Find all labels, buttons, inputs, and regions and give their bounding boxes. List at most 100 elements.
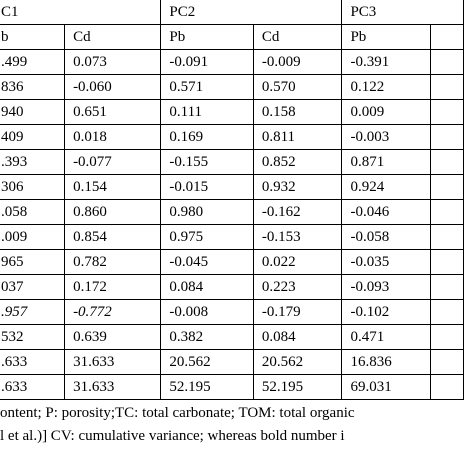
cell: -0.058 <box>341 224 432 250</box>
cell <box>430 24 464 50</box>
cell: 0.111 <box>160 99 254 125</box>
table-body: C1 PC2 PC3 b Cd Pb Cd Pb .499 0.073 -0.091 -0.009 -0… <box>0 0 464 400</box>
cell <box>430 199 464 225</box>
cell <box>430 49 464 75</box>
cell <box>430 274 464 300</box>
cell <box>430 124 464 150</box>
cell: 0.854 <box>64 224 162 250</box>
cell <box>430 149 464 175</box>
cell: -0.093 <box>341 274 432 300</box>
cell: 0.932 <box>252 174 343 200</box>
header-group: PC3 <box>341 0 464 25</box>
subheader: Pb <box>160 24 254 50</box>
cell: 31.633 <box>64 349 162 375</box>
table-row: 306 0.154 -0.015 0.932 0.924 <box>0 174 464 200</box>
cell <box>430 349 464 375</box>
cell: -0.102 <box>341 299 432 325</box>
data-table: C1 PC2 PC3 b Cd Pb Cd Pb .499 0.073 -0.091 -0.009 -0… <box>0 0 464 400</box>
table-row: .393 -0.077 -0.155 0.852 0.871 <box>0 149 464 175</box>
cell: -0.077 <box>64 149 162 175</box>
cell: 0.122 <box>341 74 432 100</box>
cell: .499 <box>0 49 66 75</box>
cell <box>430 74 464 100</box>
cell <box>430 324 464 350</box>
cell: -0.391 <box>341 49 432 75</box>
cell: 0.980 <box>160 199 254 225</box>
cell: 0.382 <box>160 324 254 350</box>
cell: 0.154 <box>64 174 162 200</box>
cell <box>430 374 464 400</box>
cell: 20.562 <box>160 349 254 375</box>
cell <box>430 249 464 275</box>
table-row: 836 -0.060 0.571 0.570 0.122 <box>0 74 464 100</box>
subheader: Cd <box>252 24 343 50</box>
cell: -0.003 <box>341 124 432 150</box>
cell: -0.772 <box>64 299 162 325</box>
cell: 16.836 <box>341 349 432 375</box>
cell: -0.015 <box>160 174 254 200</box>
table-row: 965 0.782 -0.045 0.022 -0.035 <box>0 249 464 275</box>
table-row: .499 0.073 -0.091 -0.009 -0.391 <box>0 49 464 75</box>
cell: 52.195 <box>252 374 343 400</box>
cell: .633 <box>0 349 66 375</box>
cell: 0.975 <box>160 224 254 250</box>
cell: 69.031 <box>341 374 432 400</box>
cell: 0.018 <box>64 124 162 150</box>
cell: 0.860 <box>64 199 162 225</box>
cell: 0.651 <box>64 99 162 125</box>
cell: 0.871 <box>341 149 432 175</box>
cell: .633 <box>0 374 66 400</box>
cell: 0.570 <box>252 74 343 100</box>
header-group: C1 <box>0 0 162 25</box>
cell: .058 <box>0 199 66 225</box>
cell: 965 <box>0 249 66 275</box>
cell: -0.045 <box>160 249 254 275</box>
cell <box>430 99 464 125</box>
table-row: 037 0.172 0.084 0.223 -0.093 <box>0 274 464 300</box>
cell: 940 <box>0 99 66 125</box>
cell: 0.172 <box>64 274 162 300</box>
subheader: Pb <box>341 24 432 50</box>
cell: 409 <box>0 124 66 150</box>
table-row: .957 -0.772 -0.008 -0.179 -0.102 <box>0 299 464 325</box>
cell: .957 <box>0 299 66 325</box>
cell: 0.471 <box>341 324 432 350</box>
cell: 0.852 <box>252 149 343 175</box>
cell: 0.223 <box>252 274 343 300</box>
cell: -0.155 <box>160 149 254 175</box>
cell <box>430 224 464 250</box>
header-row: C1 PC2 PC3 <box>0 0 464 25</box>
cell: 0.169 <box>160 124 254 150</box>
cell: 0.022 <box>252 249 343 275</box>
cell: 0.924 <box>341 174 432 200</box>
cell: -0.035 <box>341 249 432 275</box>
subheader-row: b Cd Pb Cd Pb <box>0 24 464 50</box>
cell: 836 <box>0 74 66 100</box>
cell: 532 <box>0 324 66 350</box>
cell: -0.162 <box>252 199 343 225</box>
cell <box>430 299 464 325</box>
cell: 0.158 <box>252 99 343 125</box>
cell: 0.782 <box>64 249 162 275</box>
table-row: .009 0.854 0.975 -0.153 -0.058 <box>0 224 464 250</box>
table-row: 409 0.018 0.169 0.811 -0.003 <box>0 124 464 150</box>
cell: 0.084 <box>252 324 343 350</box>
cell <box>430 174 464 200</box>
table-row: 532 0.639 0.382 0.084 0.471 <box>0 324 464 350</box>
subheader: b <box>0 24 66 50</box>
cell: .009 <box>0 224 66 250</box>
cell: -0.046 <box>341 199 432 225</box>
cell: 0.639 <box>64 324 162 350</box>
footnote: ontent; P: porosity;TC: total carbonate;… <box>0 405 355 421</box>
cell: 0.811 <box>252 124 343 150</box>
cell: 0.073 <box>64 49 162 75</box>
cell: -0.179 <box>252 299 343 325</box>
cell: 31.633 <box>64 374 162 400</box>
cell: -0.153 <box>252 224 343 250</box>
table-row: .633 31.633 52.195 52.195 69.031 <box>0 374 464 400</box>
footnote: l et al.)] CV: cumulative variance; wher… <box>0 428 345 444</box>
header-group: PC2 <box>160 0 343 25</box>
cell: 0.084 <box>160 274 254 300</box>
cell: -0.060 <box>64 74 162 100</box>
